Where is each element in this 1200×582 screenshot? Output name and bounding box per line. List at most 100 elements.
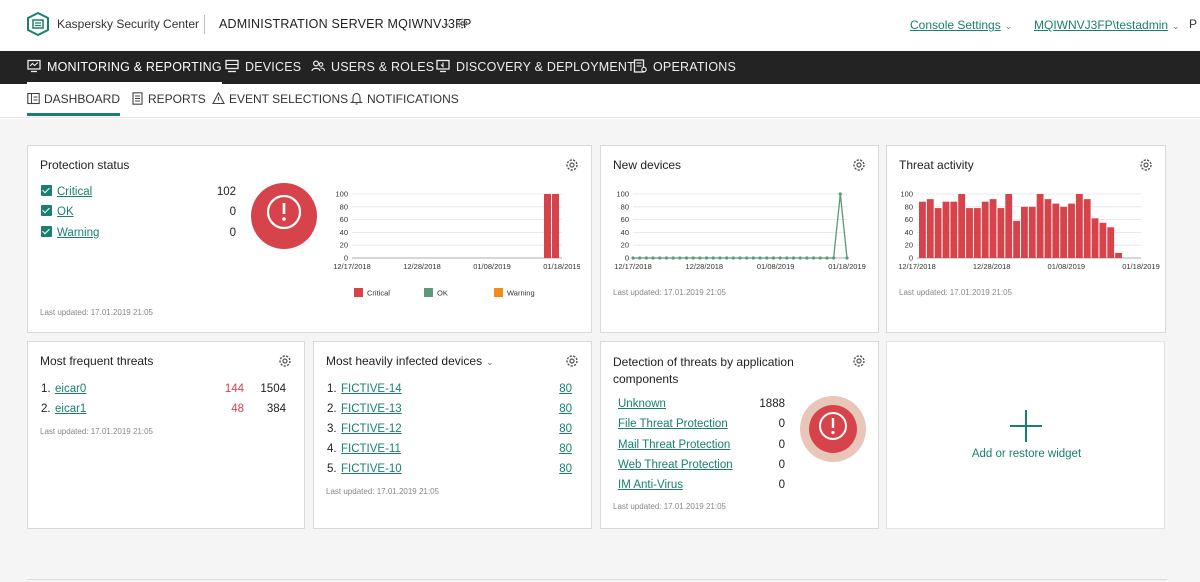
gear-icon[interactable]: [852, 158, 866, 172]
tab-label[interactable]: EVENT SELECTIONS: [229, 92, 349, 106]
device-index: 2.: [327, 403, 337, 415]
plus-icon[interactable]: [1008, 408, 1044, 444]
nav-monitoring-reporting[interactable]: MONITORING & REPORTING: [27, 51, 222, 84]
nav-operations[interactable]: OPERATIONS: [633, 51, 736, 84]
y-tick-label: 0: [344, 254, 348, 263]
widget-title-line: components: [613, 372, 679, 386]
checkbox-ok[interactable]: [41, 205, 52, 216]
threat-index: 2.: [41, 403, 51, 415]
tab-label[interactable]: DASHBOARD: [44, 92, 121, 106]
server-selector[interactable]: ADMINISTRATION SERVER MQIWNVJ3FP: [219, 17, 472, 31]
device-threat-count-link[interactable]: 80: [559, 383, 572, 395]
status-ok-count: 0: [229, 206, 236, 218]
threat-link[interactable]: eicar1: [55, 403, 87, 415]
component-link[interactable]: File Threat Protection: [618, 418, 728, 431]
header-edge-text: P: [1189, 17, 1198, 31]
device-threat-count-link[interactable]: 80: [559, 463, 572, 475]
tab-reports[interactable]: REPORTS: [131, 92, 206, 116]
x-tick-label: 12/28/2018: [973, 262, 1011, 271]
tab-label[interactable]: NOTIFICATIONS: [367, 92, 459, 106]
chevron-down-icon[interactable]: ⌄: [442, 17, 452, 29]
component-link[interactable]: Unknown: [618, 398, 666, 410]
device-link[interactable]: FICTIVE-11: [341, 443, 401, 455]
device-link[interactable]: FICTIVE-12: [341, 423, 402, 435]
device-link[interactable]: FICTIVE-13: [341, 403, 402, 415]
gear-icon[interactable]: [1139, 158, 1153, 172]
bar-threat: [1091, 218, 1099, 258]
data-point: [825, 256, 829, 260]
nav-users-roles[interactable]: USERS & ROLES: [311, 51, 434, 84]
status-ok-link[interactable]: OK: [57, 206, 74, 218]
widget-title: Most frequent threats: [40, 354, 154, 368]
bar-threat: [1075, 194, 1083, 258]
checkbox-warning[interactable]: [41, 226, 52, 237]
y-tick-label: 100: [616, 190, 629, 199]
y-tick-label: 40: [340, 228, 348, 237]
bar-threat: [997, 208, 1005, 258]
chevron-down-icon[interactable]: ⌄: [1004, 21, 1013, 31]
data-point: [838, 192, 842, 196]
threat-link[interactable]: eicar0: [55, 383, 87, 395]
status-warning-link[interactable]: Warning: [57, 227, 100, 239]
data-point: [638, 256, 642, 260]
legend-swatch: [424, 288, 433, 297]
device-link[interactable]: FICTIVE-10: [341, 463, 402, 475]
tab-notifications[interactable]: NOTIFICATIONS: [350, 92, 459, 116]
data-point: [845, 256, 849, 260]
report-icon: [132, 92, 143, 105]
device-threat-count-link[interactable]: 80: [559, 423, 572, 435]
users-icon: [311, 60, 325, 72]
nav-label[interactable]: DISCOVERY & DEPLOYMENT: [456, 60, 635, 74]
nav-label[interactable]: DEVICES: [245, 60, 302, 74]
y-tick-label: 60: [340, 215, 348, 224]
critical-alert-icon: [800, 396, 866, 462]
status-critical-link[interactable]: Critical: [57, 186, 93, 198]
widget-title-text[interactable]: Most heavily infected devices: [326, 354, 483, 368]
nav-label[interactable]: MONITORING & REPORTING: [47, 60, 222, 74]
nav-label[interactable]: USERS & ROLES: [331, 60, 435, 74]
device-link[interactable]: FICTIVE-14: [341, 383, 402, 395]
gear-icon[interactable]: [278, 354, 292, 368]
data-point: [738, 256, 742, 260]
device-threat-count-link[interactable]: 80: [559, 443, 572, 455]
x-tick-label: 01/08/2019: [473, 262, 511, 271]
device-index: 5.: [327, 463, 337, 475]
nav-devices[interactable]: DEVICES: [225, 51, 301, 84]
legend-swatch: [354, 288, 363, 297]
bar-threat: [950, 201, 958, 258]
component-link[interactable]: Mail Threat Protection: [618, 438, 731, 451]
add-widget-label[interactable]: Add or restore widget: [971, 448, 1082, 460]
data-point: [644, 256, 648, 260]
legend-label: Warning: [507, 289, 535, 298]
console-settings-label[interactable]: Console Settings: [910, 18, 1001, 32]
chevron-down-icon[interactable]: ⌄: [1172, 21, 1180, 31]
user-menu[interactable]: MQIWNVJ3FP\testadmin ⌄: [1034, 18, 1180, 32]
tab-label[interactable]: REPORTS: [148, 92, 206, 106]
widget-title[interactable]: Most heavily infected devices ⌄: [326, 354, 494, 368]
brand-name: Kaspersky Security Center: [57, 17, 200, 31]
bar-threat: [1028, 206, 1036, 258]
data-point: [811, 256, 816, 260]
console-settings-link[interactable]: Console Settings ⌄: [910, 18, 1012, 32]
gear-icon[interactable]: [565, 354, 579, 368]
device-threat-count-link[interactable]: 80: [559, 403, 572, 415]
user-name[interactable]: MQIWNVJ3FP\testadmin: [1034, 18, 1169, 32]
component-link[interactable]: IM Anti-Virus: [618, 479, 683, 492]
legend-swatch: [494, 288, 503, 297]
nav-label[interactable]: OPERATIONS: [653, 60, 737, 74]
tab-dashboard[interactable]: DASHBOARD: [27, 92, 121, 116]
chevron-down-icon[interactable]: ⌄: [486, 357, 494, 367]
gear-icon[interactable]: [565, 158, 579, 172]
x-tick-label: 12/17/2018: [898, 262, 936, 271]
monitor-icon: [27, 59, 41, 73]
last-updated: Last updated: 17.01.2019 21:05: [899, 288, 1012, 297]
nav-discovery-deployment[interactable]: DISCOVERY & DEPLOYMENT: [436, 51, 635, 84]
threat-total: 384: [266, 403, 286, 415]
checkbox-critical[interactable]: [41, 185, 52, 196]
widget-title: Detection of threats by application compo…: [613, 354, 794, 388]
gear-icon[interactable]: [852, 354, 866, 368]
tab-event-selections[interactable]: EVENT SELECTIONS: [212, 92, 348, 116]
component-link[interactable]: Web Threat Protection: [618, 458, 733, 471]
gear-icon[interactable]: [456, 17, 469, 30]
add-widget-tile[interactable]: Add or restore widget: [886, 341, 1165, 529]
